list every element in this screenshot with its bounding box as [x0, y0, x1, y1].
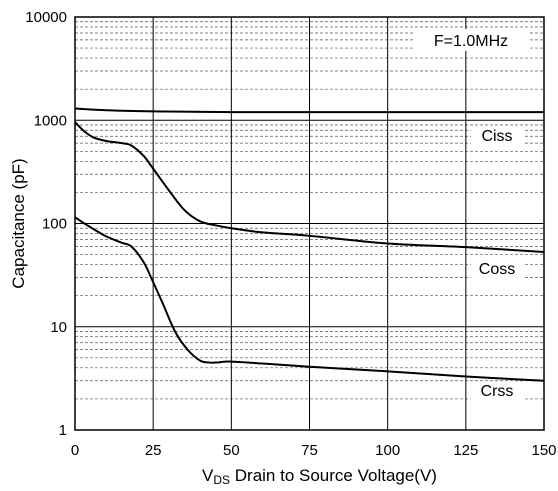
x-tick-label: 25	[145, 442, 162, 459]
x-tick-label: 125	[453, 442, 478, 459]
y-tick-label: 10	[50, 319, 67, 336]
y-axis-label: Capacitance (pF)	[9, 158, 28, 288]
series-label-coss: Coss	[479, 261, 515, 278]
x-tick-label: 50	[223, 442, 240, 459]
x-tick-label: 0	[71, 442, 79, 459]
series-label-bg	[471, 260, 523, 279]
series-line-crss	[74, 216, 545, 382]
y-tick-label: 10000	[25, 9, 67, 26]
annotation-bg	[413, 29, 530, 51]
y-tick-label: 1000	[34, 112, 67, 129]
x-axis-label-rest: Drain to Source Voltage(V)	[230, 466, 437, 485]
y-tick-label: 1	[59, 422, 67, 439]
series-labels: Ciss Coss Crss F=1.0MHz	[413, 29, 530, 401]
frequency-annotation: F=1.0MHz	[434, 33, 508, 50]
x-tick-label: 75	[301, 442, 318, 459]
series-label-crss: Crss	[481, 383, 514, 400]
series-label-bg	[471, 382, 523, 401]
major-grid	[75, 17, 544, 430]
x-axis-label-prefix: V	[202, 466, 214, 485]
x-axis-label-subscript: DS	[213, 473, 230, 487]
series-line-coss	[74, 121, 545, 253]
x-tick-label: 150	[531, 442, 556, 459]
series-line-ciss	[74, 107, 544, 114]
series-label-bg	[471, 127, 523, 146]
x-axis-label: VDS Drain to Source Voltage(V)	[202, 466, 437, 487]
x-tick-labels: 0 25 50 75 100 125 150	[71, 442, 557, 459]
plot-frame	[74, 16, 545, 431]
series-label-ciss: Ciss	[481, 128, 512, 145]
series-layer	[74, 107, 545, 382]
y-tick-labels: 1 10 100 1000 10000	[25, 9, 67, 439]
x-tick-label: 100	[375, 442, 400, 459]
y-tick-label: 100	[42, 216, 67, 233]
